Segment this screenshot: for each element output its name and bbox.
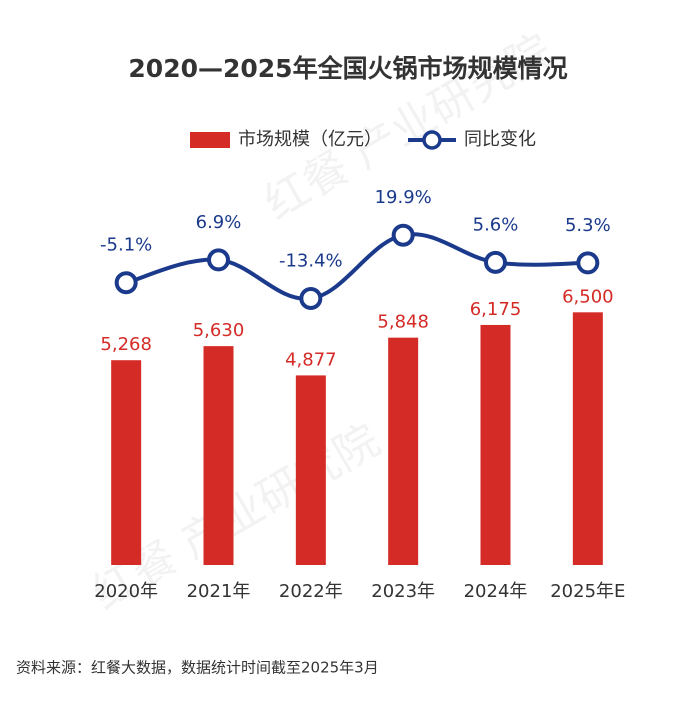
line-marker — [207, 248, 230, 272]
line-value-label: 19.9% — [375, 187, 432, 208]
bar — [295, 375, 326, 565]
line-marker — [114, 271, 138, 295]
bar — [203, 346, 234, 565]
bar — [480, 324, 511, 565]
bar-value-label: 5,268 — [100, 334, 152, 355]
x-tick-label: 2023年 — [371, 581, 435, 602]
line-marker — [484, 250, 507, 274]
legend-label: 同比变化 — [464, 129, 536, 150]
bar-value-label: 6,175 — [470, 299, 522, 320]
source-note: 资料来源：红餐大数据，数据统计时间截至2025年3月 — [16, 659, 379, 677]
x-tick-label: 2020年 — [94, 581, 158, 602]
line-value-label: 5.6% — [473, 214, 519, 235]
chart-title: 2020—2025年全国火锅市场规模情况 — [128, 54, 567, 83]
line-value-label: -13.4% — [279, 250, 343, 271]
line-value-label: 5.3% — [565, 215, 611, 236]
x-tick-label: 2022年 — [279, 581, 343, 602]
line-marker — [576, 251, 600, 275]
line-marker — [391, 223, 415, 247]
line-marker — [299, 286, 323, 310]
legend-marker — [422, 130, 442, 150]
legend-label: 市场规模（亿元） — [238, 129, 382, 150]
x-tick-label: 2024年 — [464, 581, 528, 602]
bar — [388, 337, 419, 565]
bar — [111, 360, 142, 565]
bar — [572, 312, 603, 565]
bar-value-label: 4,877 — [285, 349, 337, 370]
line-value-label: -5.1% — [100, 235, 152, 256]
legend-swatch — [190, 132, 230, 148]
line-value-label: 6.9% — [196, 212, 242, 233]
x-tick-label: 2021年 — [187, 581, 251, 602]
x-tick-label: 2025年E — [550, 581, 625, 602]
bar-value-label: 5,630 — [193, 320, 245, 341]
bar-value-label: 5,848 — [377, 312, 429, 333]
bar-value-label: 6,500 — [562, 286, 614, 307]
